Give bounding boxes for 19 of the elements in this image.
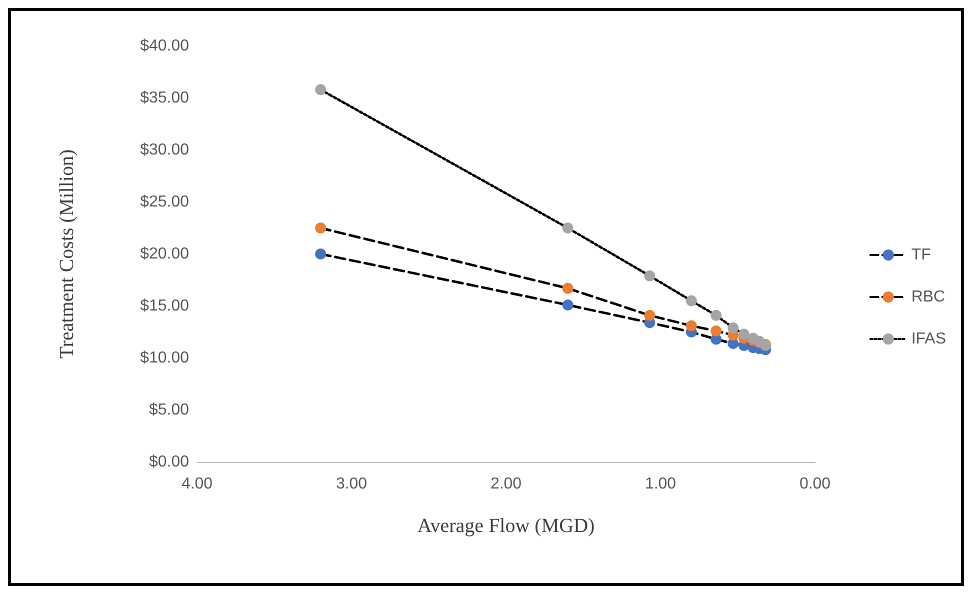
legend-label: IFAS — [911, 330, 946, 348]
legend-label: RBC — [911, 288, 946, 306]
y-tick-label: $25.00 — [140, 194, 190, 210]
y-tick-label: $35.00 — [140, 90, 190, 106]
y-tick-label: $10.00 — [140, 350, 190, 366]
legend-label: TF — [911, 246, 932, 264]
x-tick-label: 3.00 — [336, 476, 368, 492]
x-tick-label: 2.00 — [490, 476, 522, 492]
y-tick-label: $20.00 — [140, 246, 190, 262]
y-tick-label: $30.00 — [140, 142, 190, 158]
x-axis-title: Average Flow (MGD) — [417, 515, 595, 537]
y-tick-label: $40.00 — [140, 38, 190, 54]
x-tick-label: 0.00 — [799, 476, 831, 492]
y-tick-label: $0.00 — [148, 454, 190, 470]
y-axis-title: Treatment Costs (Million) — [56, 149, 78, 359]
x-tick-label: 1.00 — [644, 476, 676, 492]
y-tick-label: $5.00 — [148, 402, 190, 418]
x-tick-label: 4.00 — [181, 476, 213, 492]
y-tick-label: $15.00 — [140, 298, 190, 314]
